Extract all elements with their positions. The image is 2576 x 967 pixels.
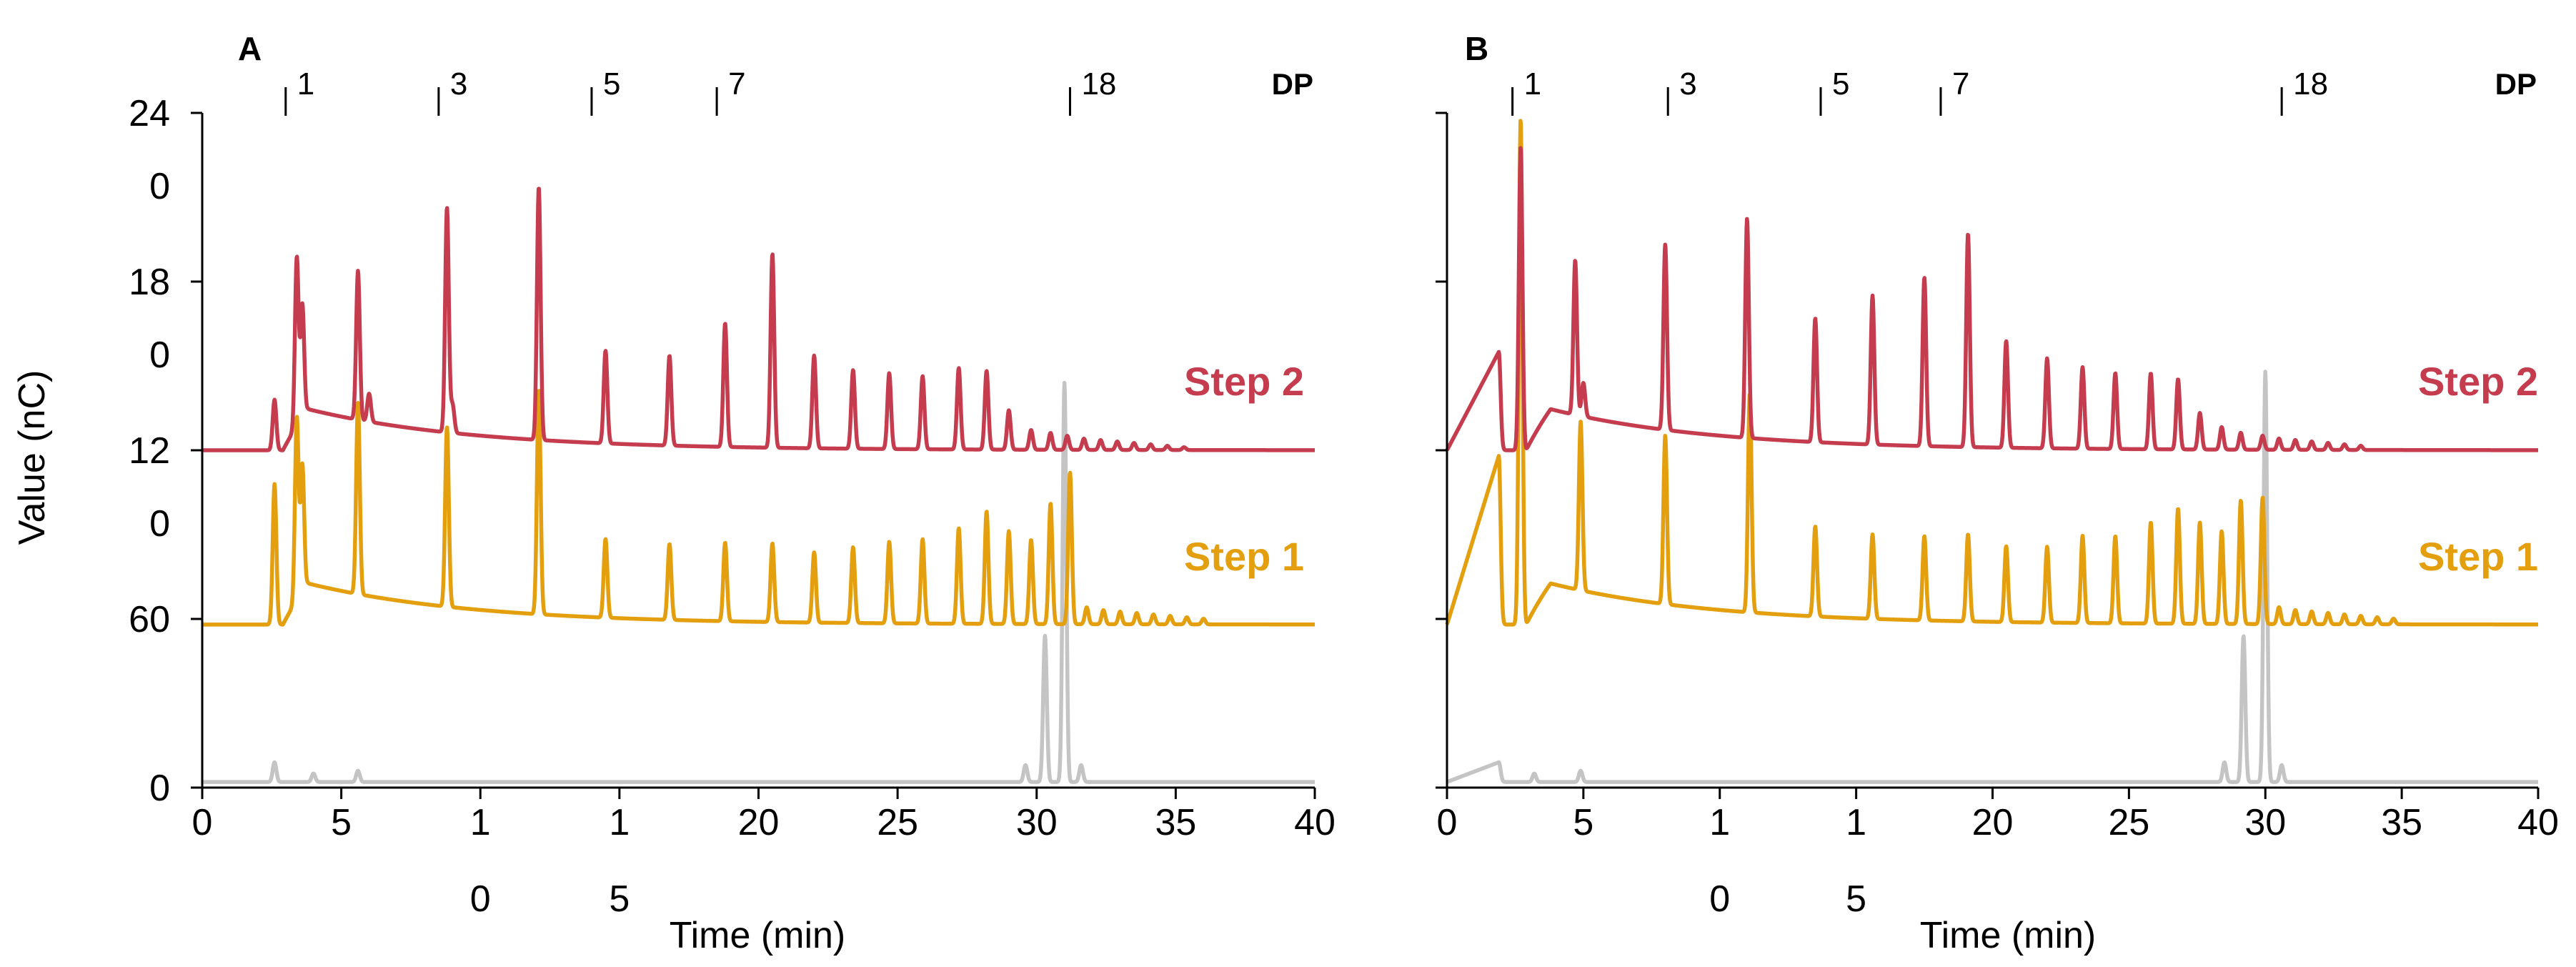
x-tick-label: 0	[1437, 802, 1458, 843]
y-tick-label: 0	[149, 768, 170, 809]
y-axis-title: Value (nC)	[11, 370, 53, 545]
dp-marker-label: 3	[1679, 66, 1696, 101]
x-tick-label: 35	[1155, 802, 1196, 843]
dp-title: DP	[1272, 67, 1313, 101]
series-line-reference	[202, 380, 1317, 784]
dp-marker-label: 18	[2293, 66, 2328, 101]
series-label-step-1: Step 1	[2418, 534, 2538, 579]
dp-marker-label: 7	[728, 66, 745, 101]
x-tick-label: 0	[470, 878, 491, 920]
panel-label: B	[1465, 30, 1488, 67]
dp-marker-label: 1	[297, 66, 314, 101]
y-tick-label: 18	[129, 262, 170, 303]
series-label-step-2: Step 2	[2418, 359, 2538, 404]
x-tick-label: 25	[877, 802, 918, 843]
dp-marker-label: 1	[1524, 66, 1541, 101]
x-tick-label: 5	[1846, 878, 1866, 920]
dp-marker-label: 5	[603, 66, 620, 101]
x-tick-label: 30	[2244, 802, 2286, 843]
x-tick-label: 20	[1972, 802, 2014, 843]
dp-title: DP	[2495, 67, 2537, 101]
x-axis-title: Time (min)	[670, 915, 846, 956]
x-axis-title: Time (min)	[1920, 915, 2097, 956]
dp-marker-label: 7	[1952, 66, 1969, 101]
y-tick-label: 60	[129, 599, 170, 640]
y-tick-label: 24	[129, 93, 170, 134]
dp-marker-label: 5	[1832, 66, 1849, 101]
x-tick-label: 5	[609, 878, 630, 920]
x-tick-label: 20	[738, 802, 780, 843]
y-tick-label: 0	[149, 334, 170, 376]
series-label-step-2: Step 2	[1184, 359, 1304, 404]
x-tick-label: 25	[2108, 802, 2149, 843]
x-tick-label: 30	[1016, 802, 1058, 843]
x-tick-label: 1	[470, 802, 491, 843]
series-line-step-2	[202, 187, 1317, 452]
x-tick-label: 1	[609, 802, 630, 843]
series-line-step-1	[202, 389, 1317, 627]
x-tick-label: 0	[1709, 878, 1730, 920]
series-line-step-2	[1445, 146, 2540, 452]
dp-marker-label: 3	[450, 66, 467, 101]
dp-marker-label: 18	[1081, 66, 1116, 101]
x-tick-label: 40	[1294, 802, 1336, 843]
y-tick-label: 12	[129, 430, 170, 472]
series-line-reference	[1446, 370, 2540, 784]
series-label-step-1: Step 1	[1184, 534, 1304, 579]
x-tick-label: 35	[2381, 802, 2422, 843]
x-tick-label: 1	[1846, 802, 1866, 843]
x-tick-label: 1	[1709, 802, 1730, 843]
panel-label: A	[238, 30, 262, 67]
series-line-step-1	[1445, 119, 2540, 627]
x-tick-label: 40	[2517, 802, 2559, 843]
y-tick-label: 0	[149, 166, 170, 207]
x-tick-label: 5	[1573, 802, 1593, 843]
x-tick-label: 0	[192, 802, 213, 843]
y-tick-label: 0	[149, 503, 170, 545]
x-tick-label: 5	[331, 802, 352, 843]
